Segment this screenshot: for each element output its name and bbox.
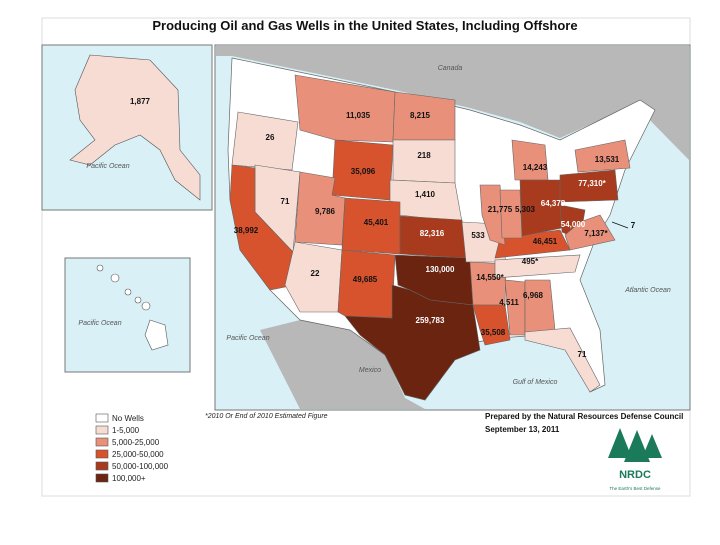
legend-swatch — [95, 413, 109, 423]
region-label: Mexico — [359, 367, 381, 374]
state-label: 21,775 — [488, 205, 513, 214]
state-label: 14,243 — [523, 163, 548, 172]
state-label: 7,137* — [584, 229, 608, 238]
region-label: Gulf of Mexico — [513, 379, 558, 386]
state-label: 71 — [578, 350, 587, 359]
legend-label: 5,000-25,000 — [112, 438, 160, 447]
credit-date: September 13, 2011 — [485, 425, 560, 434]
state-label: 218 — [417, 151, 431, 160]
state-label: 35,096 — [351, 167, 376, 176]
state-label: 38,992 — [234, 226, 259, 235]
legend-swatch — [95, 473, 109, 483]
region-label: Pacific Ocean — [86, 163, 129, 170]
state-label: 22 — [311, 269, 320, 278]
state-label: 35,508 — [481, 328, 506, 337]
logo-name: NRDC — [619, 469, 651, 481]
state-label: 9,786 — [315, 207, 336, 216]
state-label: 1,877 — [130, 97, 151, 106]
state-label: 6,968 — [523, 291, 544, 300]
legend-swatch — [95, 437, 109, 447]
state-label: 45,401 — [364, 218, 389, 227]
state-label: 49,685 — [353, 275, 378, 284]
state-label: 14,550* — [476, 273, 504, 282]
legend-swatch — [95, 461, 109, 471]
logo-tagline: The Earth's Best Defense — [609, 486, 661, 491]
state-region — [392, 139, 456, 184]
legend-label: 50,000-100,000 — [112, 462, 169, 471]
state-label: 71 — [281, 197, 290, 206]
state-label: 495* — [522, 257, 539, 266]
state-region — [472, 304, 511, 346]
callout-line — [611, 221, 629, 229]
state-region — [559, 169, 619, 203]
legend-label: 25,000-50,000 — [112, 450, 164, 459]
state-label: 82,316 — [420, 229, 445, 238]
state-region — [524, 327, 601, 393]
state-region — [231, 111, 299, 171]
state-label: 64,378 — [541, 199, 566, 208]
state-region — [337, 249, 396, 319]
state-label: 54,000 — [561, 220, 586, 229]
legend-label: 100,000+ — [112, 474, 146, 483]
state-label: 8,215 — [410, 111, 431, 120]
state-region — [494, 254, 581, 279]
state-label: 26 — [266, 133, 275, 142]
state-region — [344, 284, 481, 401]
state-label: 533 — [471, 231, 485, 240]
legend-swatch — [95, 449, 109, 459]
credit: Prepared by the Natural Resources Defens… — [485, 412, 683, 421]
region-label: Atlantic Ocean — [624, 287, 671, 294]
state-label: 11,035 — [346, 111, 371, 120]
state-label: 77,310* — [578, 179, 606, 188]
legend-swatch — [95, 425, 109, 435]
state-label: 46,451 — [533, 237, 558, 246]
state-region — [524, 279, 556, 333]
legend-label: No Wells — [112, 414, 144, 423]
state-label: 4,511 — [499, 298, 519, 307]
state-region — [564, 214, 616, 251]
state-label: 5,303 — [515, 205, 536, 214]
alaska-shape — [69, 54, 201, 201]
logo-trees — [608, 428, 662, 462]
state-label: 1,410 — [415, 190, 436, 199]
state-region — [284, 241, 343, 313]
state-region — [479, 184, 506, 246]
region-label: Canada — [438, 65, 463, 72]
footnote: *2010 Or End of 2010 Estimated Figure — [205, 413, 328, 420]
hawaii-inset — [64, 257, 191, 373]
state-region — [294, 74, 396, 143]
title: Producing Oil and Gas Wells in the Unite… — [152, 18, 577, 33]
state-label: 7 — [631, 221, 636, 230]
state-region — [499, 189, 523, 239]
region-label: Pacific Ocean — [226, 335, 269, 342]
state-label: 259,783 — [416, 316, 445, 325]
hawaii-islands — [96, 264, 169, 351]
legend-label: 1-5,000 — [112, 426, 140, 435]
state-label: 13,531 — [595, 155, 620, 164]
mexico — [260, 320, 425, 409]
region-label: Pacific Ocean — [78, 320, 121, 327]
state-region — [574, 139, 631, 173]
state-region — [511, 139, 549, 181]
state-label: 130,000 — [426, 265, 455, 274]
